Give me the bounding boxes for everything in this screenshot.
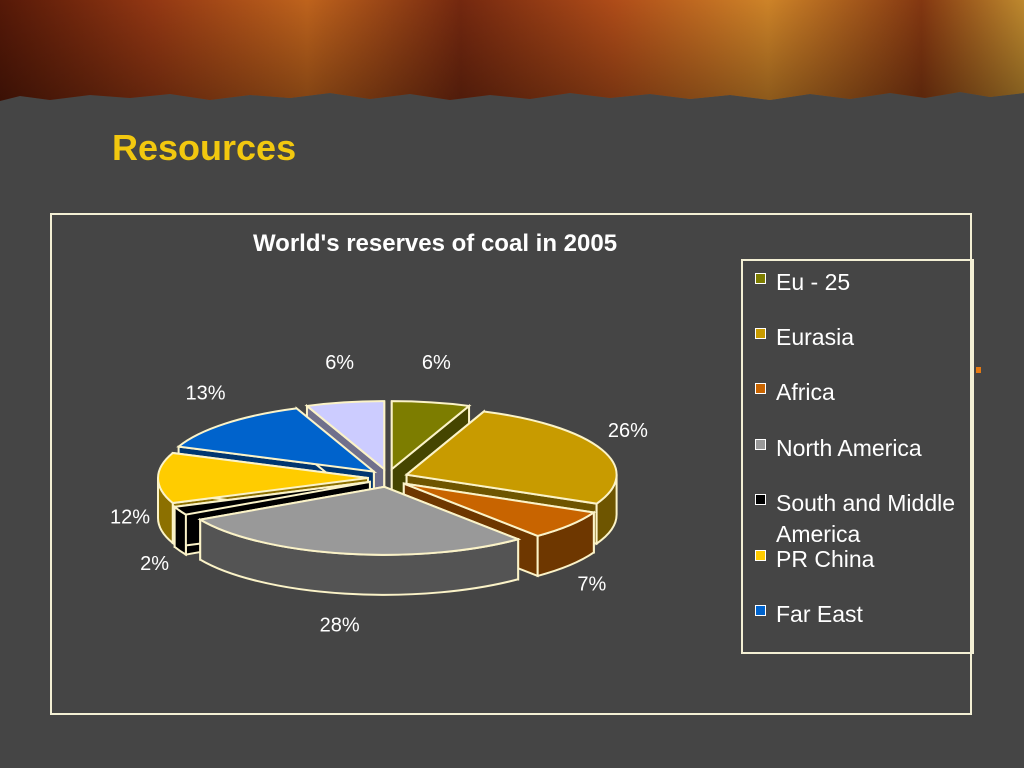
pie-slice [197,485,522,596]
legend-label: Far East [776,601,863,627]
pie-data-label: 7% [577,574,606,596]
slide-title: Resources [112,127,297,168]
header-texture-banner [0,0,1024,101]
legend-label: Eu - 25 [776,269,851,295]
pie-data-label: 13% [186,382,226,404]
decorative-dot [976,367,981,373]
pie-slice-top [403,482,597,537]
pie-data-label: 12% [110,506,150,528]
pie-data-label: 26% [608,420,648,442]
legend-label: North America [776,435,922,461]
pie-slice-top [390,400,472,472]
pie-slice-top [404,410,618,505]
pie-data-label: 6% [422,352,451,374]
chart-title: World's reserves of coal in 2005 [252,230,618,257]
legend-swatch-icon [755,328,766,339]
pie-slice-top [157,451,369,505]
chart-frame [50,213,972,715]
legend-swatch-icon [755,439,766,450]
pie-slice-top [172,480,371,516]
legend-label: PR China [776,546,875,572]
legend-swatch-icon [755,605,766,616]
legend-label: South and Middle America [776,490,956,547]
legend-swatch-icon [755,383,766,394]
pie-slice-top [197,485,522,556]
pie-slice-top [176,407,378,474]
legend-swatch-icon [755,550,766,561]
legend-label: Eurasia [776,324,854,350]
legend-label: Africa [776,379,835,405]
pie-slice-top [304,400,386,472]
legend-swatch-icon [755,273,766,284]
pie-data-label: 2% [140,553,169,575]
pie-data-label: 6% [325,352,354,374]
legend-swatch-icon [755,494,766,505]
pie-data-label: 28% [320,614,360,636]
chart-legend: Eu - 25 Eurasia Africa North America Sou… [741,259,974,654]
